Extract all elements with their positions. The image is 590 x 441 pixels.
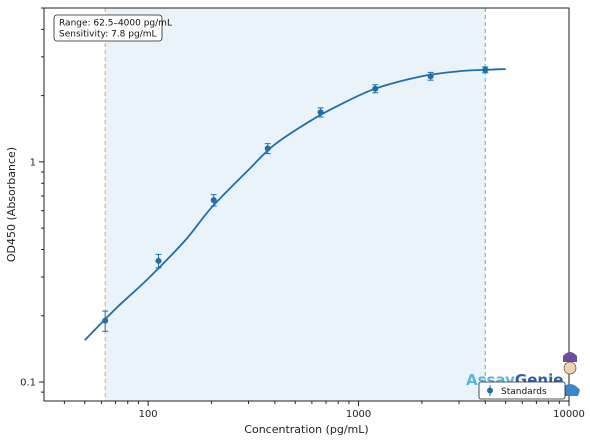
x-axis-title: Concentration (pg/mL) bbox=[244, 423, 368, 436]
legend-label-standards: Standards bbox=[501, 387, 547, 397]
info-sensitivity-text: Sensitivity: 7.8 pg/mL bbox=[59, 30, 157, 40]
y-tick-label: 1 bbox=[30, 157, 36, 168]
data-point bbox=[155, 253, 162, 269]
data-marker bbox=[317, 109, 324, 116]
y-tick-label: 0.1 bbox=[20, 378, 36, 389]
data-marker bbox=[210, 197, 217, 204]
data-point bbox=[482, 66, 489, 74]
data-marker bbox=[155, 257, 162, 264]
data-point bbox=[102, 310, 109, 332]
data-point bbox=[317, 107, 324, 118]
legend-marker-swatch bbox=[487, 387, 493, 394]
mascot-face bbox=[563, 361, 577, 375]
data-point bbox=[372, 84, 379, 94]
data-marker bbox=[102, 317, 109, 324]
info-range-text: Range: 62.5–4000 pg/mL bbox=[59, 19, 172, 29]
legend: Standards bbox=[478, 381, 566, 400]
data-marker bbox=[372, 85, 379, 92]
data-point bbox=[210, 194, 217, 207]
data-point bbox=[427, 71, 434, 81]
x-tick-label: 10000 bbox=[553, 409, 585, 420]
mascot-turban bbox=[563, 352, 577, 362]
x-tick-label: 100 bbox=[139, 409, 158, 420]
data-marker bbox=[482, 66, 489, 73]
plot-frame bbox=[43, 7, 570, 402]
fit-curve bbox=[84, 68, 506, 341]
legend-frame bbox=[478, 381, 566, 400]
data-marker bbox=[427, 73, 434, 80]
data-point bbox=[264, 143, 271, 155]
detection-range-band bbox=[105, 8, 486, 401]
data-marker bbox=[264, 145, 271, 152]
info-box-frame bbox=[53, 14, 163, 42]
y-axis-title: OD450 (Absorbance) bbox=[5, 147, 18, 262]
x-tick-label: 1000 bbox=[346, 409, 371, 420]
